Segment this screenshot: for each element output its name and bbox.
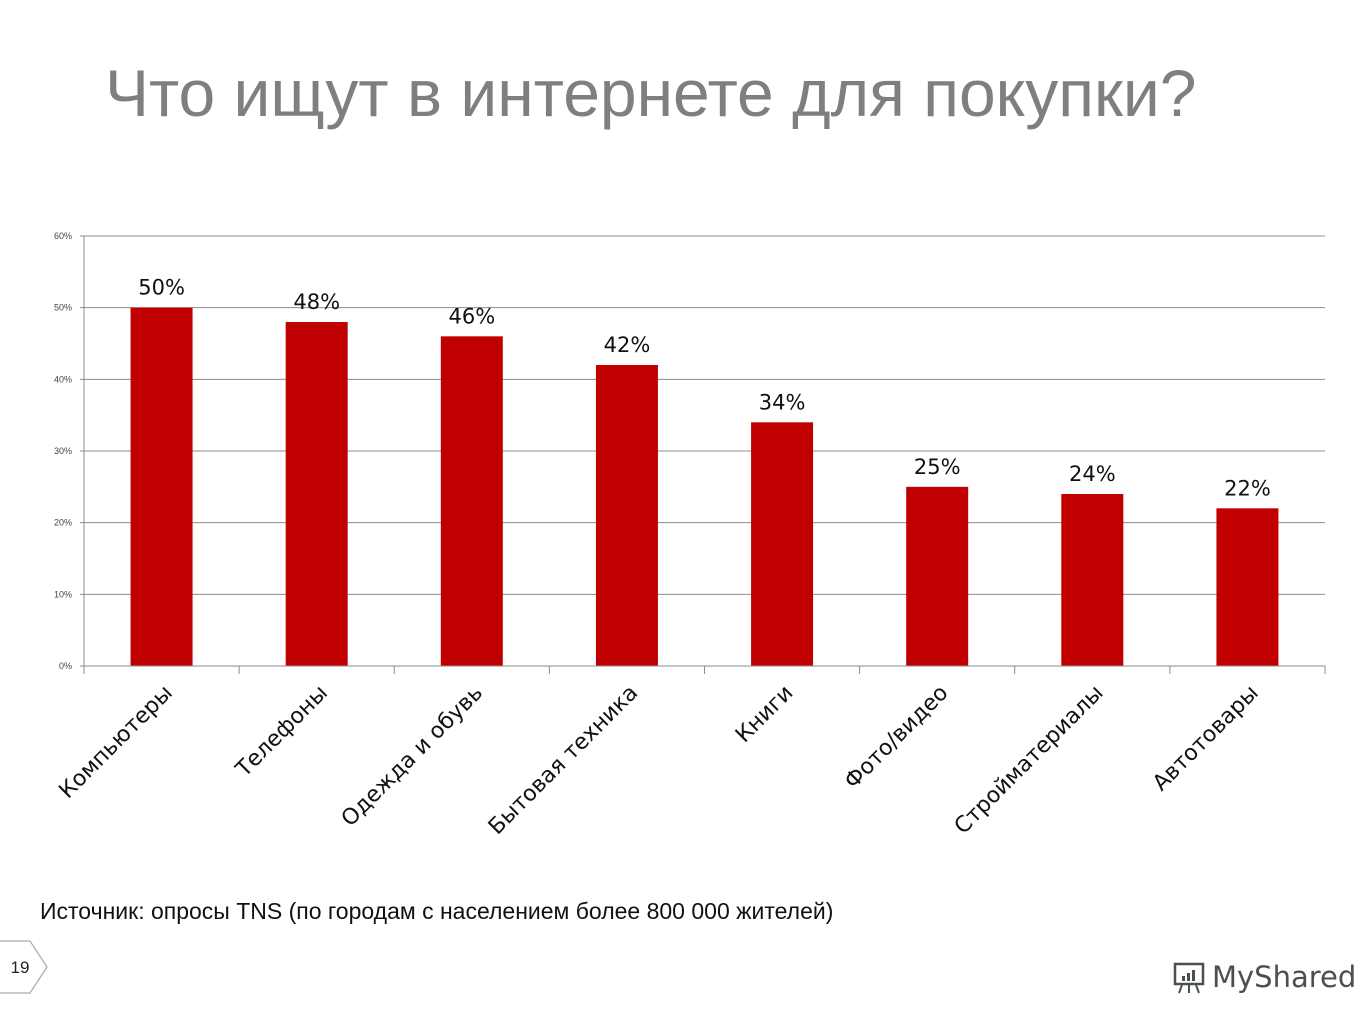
category-label: Компьютеры	[55, 681, 178, 804]
gridlines	[80, 235, 1325, 667]
data-label: 25%	[914, 455, 961, 479]
bar	[1216, 508, 1279, 666]
bar	[440, 336, 503, 666]
bar	[906, 486, 969, 666]
data-label: 50%	[138, 276, 185, 300]
data-label: 22%	[1224, 476, 1271, 500]
bar	[751, 422, 814, 666]
y-tick-label: 0%	[59, 661, 72, 671]
category-label: Книги	[731, 681, 798, 748]
data-label: 42%	[604, 333, 651, 357]
y-tick-label: 10%	[54, 589, 72, 599]
logo-text: MyShared	[1212, 960, 1357, 994]
page-number: 19	[11, 958, 30, 977]
x-axis: Компьютеры Телефоны Одежда и обувьБытовая …	[55, 665, 1326, 840]
presentation-board-icon	[1173, 962, 1205, 994]
data-label: 24%	[1069, 462, 1116, 486]
y-tick-label: 60%	[54, 231, 72, 241]
bar	[595, 365, 658, 666]
bar	[1061, 494, 1124, 666]
myshared-logo: MyShared	[1172, 960, 1356, 994]
source-note: Источник: опросы TNS (по городам с насел…	[40, 898, 834, 924]
data-label: 46%	[448, 304, 495, 328]
bar	[285, 322, 348, 666]
y-axis: 0% 10% 20% 30% 40% 50% 60%	[54, 231, 85, 674]
category-label: Стройматериалы	[950, 681, 1109, 840]
y-tick-label: 30%	[54, 446, 72, 456]
category-label: Фото/видео	[840, 681, 954, 795]
category-label: Бытовая техника	[484, 681, 643, 840]
bar-chart: 0% 10% 20% 30% 40% 50% 60% 50% 48% 46% 42% 34% 25% 2…	[54, 231, 1326, 840]
slide-title: Что ищут в интернете для покупки?	[105, 56, 1197, 130]
bars: 50% 48% 46% 42% 34% 25% 24% 22%	[130, 276, 1279, 666]
y-tick-label: 20%	[54, 518, 72, 528]
data-label: 48%	[293, 290, 340, 314]
y-tick-label: 50%	[54, 303, 72, 313]
bar	[130, 307, 193, 666]
category-label: Телефоны	[231, 681, 333, 783]
category-label: Автотовары	[1148, 681, 1264, 797]
y-tick-label: 40%	[54, 374, 72, 384]
data-label: 34%	[759, 390, 806, 414]
category-label: Одежда и обувь	[337, 681, 488, 832]
page-number-badge: 19	[0, 940, 60, 1001]
